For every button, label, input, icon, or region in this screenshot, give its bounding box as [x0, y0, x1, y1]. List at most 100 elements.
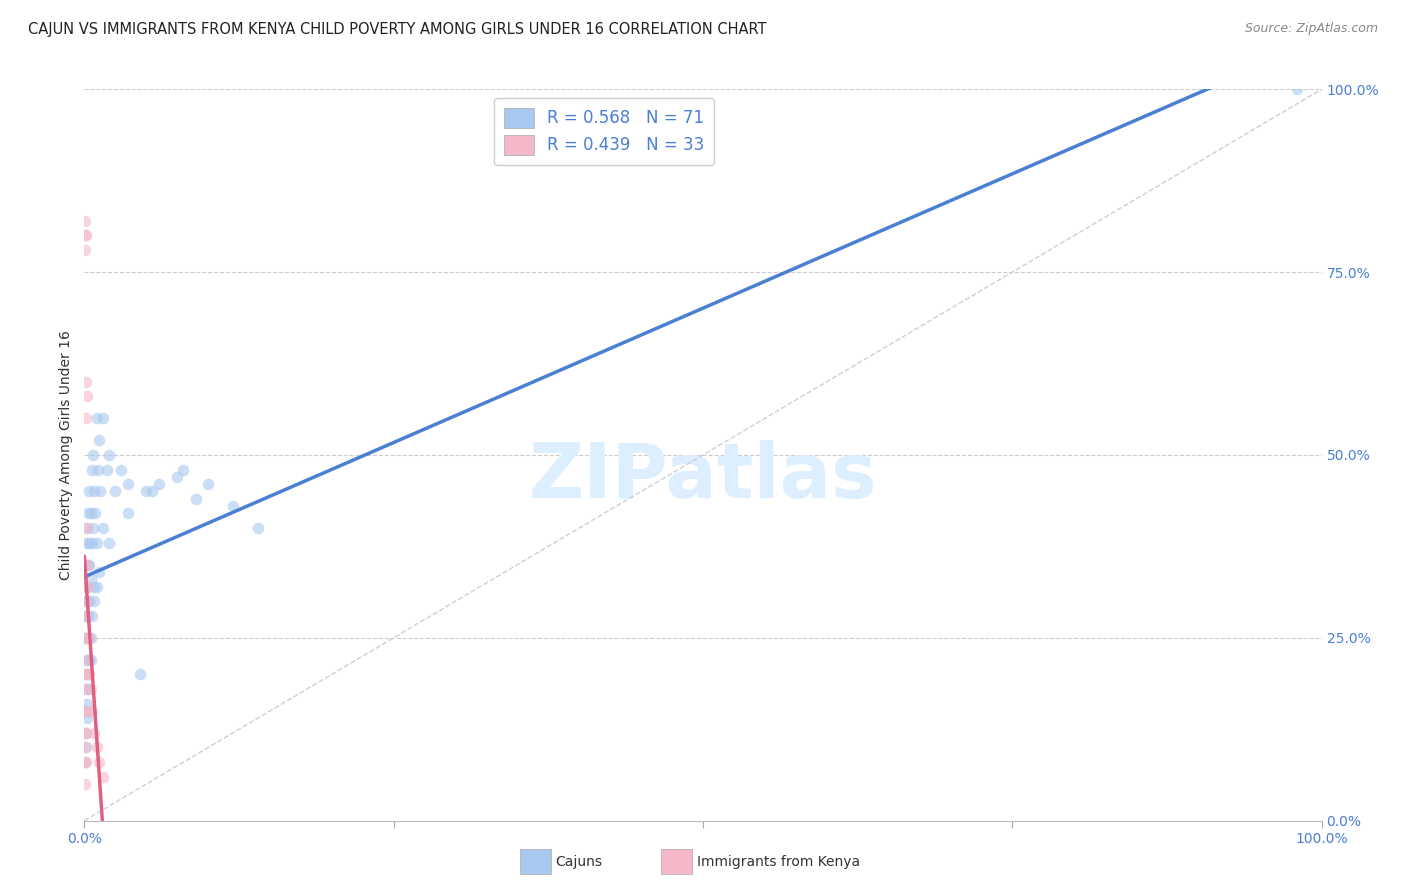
Point — [73, 726, 96, 740]
Point — [77, 667, 100, 681]
Point — [76, 535, 98, 549]
Point — [75, 608, 97, 623]
Point — [246, 521, 269, 535]
Point — [77, 558, 100, 572]
Point — [82, 521, 104, 535]
Point — [73, 755, 96, 769]
Point — [75, 375, 97, 389]
Text: Source: ZipAtlas.com: Source: ZipAtlas.com — [1244, 22, 1378, 36]
Point — [117, 507, 139, 521]
Point — [73, 740, 96, 755]
Point — [77, 594, 100, 608]
Point — [75, 631, 97, 645]
Point — [98, 535, 121, 549]
Point — [77, 507, 100, 521]
Point — [75, 726, 97, 740]
Point — [77, 704, 100, 718]
Point — [77, 608, 100, 623]
Point — [79, 631, 101, 645]
Point — [184, 491, 207, 506]
Point — [75, 411, 97, 425]
Point — [76, 580, 98, 594]
Point — [84, 507, 107, 521]
Point — [75, 740, 97, 755]
Point — [86, 740, 108, 755]
Point — [135, 484, 157, 499]
Point — [77, 535, 100, 549]
Point — [96, 462, 118, 476]
Point — [76, 711, 98, 725]
Point — [75, 755, 97, 769]
Point — [83, 594, 105, 608]
Point — [73, 214, 96, 228]
Point — [79, 653, 101, 667]
Point — [80, 462, 103, 476]
Point — [172, 462, 194, 476]
Point — [86, 580, 108, 594]
Point — [98, 448, 121, 462]
Point — [79, 484, 101, 499]
Point — [75, 667, 97, 681]
Point — [75, 594, 97, 608]
Point — [76, 389, 98, 403]
Point — [73, 631, 96, 645]
Point — [73, 243, 96, 257]
Point — [73, 594, 96, 608]
Point — [110, 462, 132, 476]
Point — [79, 572, 101, 586]
Point — [80, 704, 103, 718]
Point — [79, 507, 101, 521]
Point — [1285, 82, 1308, 96]
Point — [76, 594, 98, 608]
Text: CAJUN VS IMMIGRANTS FROM KENYA CHILD POVERTY AMONG GIRLS UNDER 16 CORRELATION CH: CAJUN VS IMMIGRANTS FROM KENYA CHILD POV… — [28, 22, 766, 37]
Point — [82, 448, 104, 462]
Point — [91, 770, 114, 784]
Point — [117, 477, 139, 491]
Point — [79, 558, 101, 572]
Point — [83, 726, 105, 740]
Point — [75, 667, 97, 681]
Point — [77, 580, 100, 594]
Point — [86, 411, 108, 425]
Point — [73, 228, 96, 243]
Point — [104, 484, 127, 499]
Point — [77, 631, 100, 645]
Point — [76, 697, 98, 711]
Point — [197, 477, 219, 491]
Legend: R = 0.568   N = 71, R = 0.439   N = 33: R = 0.568 N = 71, R = 0.439 N = 33 — [494, 97, 714, 165]
Point — [75, 681, 97, 696]
Point — [76, 521, 98, 535]
Point — [75, 580, 97, 594]
Point — [79, 631, 101, 645]
Point — [75, 228, 97, 243]
Text: Immigrants from Kenya: Immigrants from Kenya — [697, 855, 860, 869]
Point — [87, 462, 110, 476]
Point — [73, 755, 96, 769]
Point — [75, 777, 97, 791]
Point — [76, 631, 98, 645]
Point — [75, 608, 97, 623]
Point — [75, 653, 97, 667]
Point — [141, 484, 163, 499]
Point — [89, 755, 111, 769]
Point — [148, 477, 170, 491]
Point — [89, 565, 111, 579]
Point — [73, 704, 96, 718]
Y-axis label: Child Poverty Among Girls Under 16: Child Poverty Among Girls Under 16 — [59, 330, 73, 580]
Point — [79, 667, 101, 681]
Point — [76, 558, 98, 572]
Point — [129, 667, 152, 681]
Point — [76, 681, 98, 696]
Point — [75, 726, 97, 740]
Point — [73, 667, 96, 681]
Point — [80, 535, 103, 549]
Point — [76, 653, 98, 667]
Point — [166, 470, 188, 484]
Point — [79, 681, 101, 696]
Point — [75, 608, 97, 623]
Point — [75, 704, 97, 718]
Point — [75, 558, 97, 572]
Point — [79, 653, 101, 667]
Point — [89, 484, 111, 499]
Point — [77, 681, 100, 696]
